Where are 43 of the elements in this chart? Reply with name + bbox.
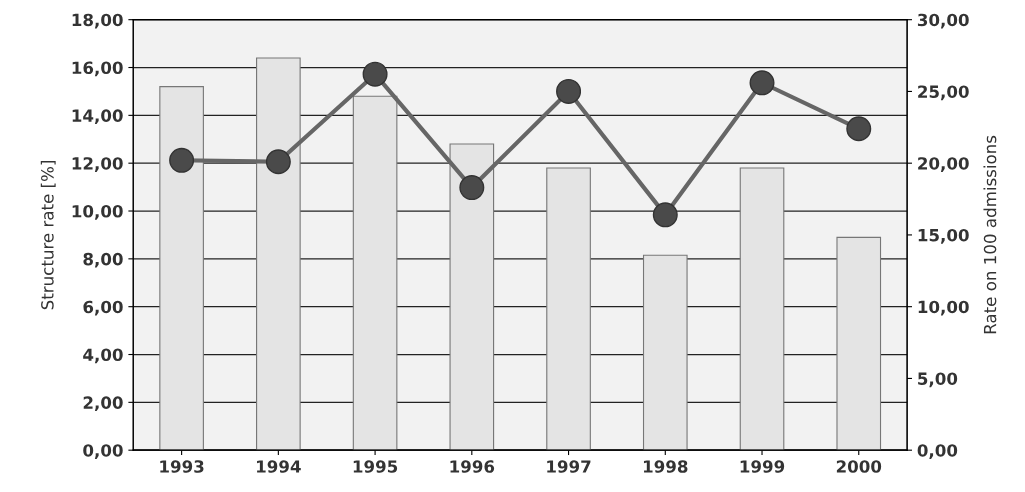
y2-axis-title: Rate on 100 admissions	[983, 135, 997, 334]
y2-tick-label: 5,00	[918, 372, 958, 388]
bar	[449, 143, 495, 451]
bar	[642, 254, 688, 451]
y-tick-label: 12,00	[72, 157, 123, 172]
y2-tick-label: 0,00	[917, 444, 958, 459]
y-tick-label: 18,00	[72, 13, 123, 29]
y2-tick-label: 15,00	[918, 228, 969, 244]
x-tick-label: 1997	[547, 460, 591, 473]
x-tick-label: 1994	[257, 460, 301, 473]
y-tick-label: 0,00	[83, 444, 123, 459]
y-tick-label: 16,00	[72, 61, 123, 77]
x-tick-label: 1996	[450, 460, 495, 473]
y-tick-label: 4,00	[83, 348, 123, 364]
y-axis-title: Structure rate [%]	[40, 160, 56, 310]
point	[362, 61, 388, 87]
y2-tick-label: 30,00	[917, 13, 969, 29]
bar	[352, 95, 398, 451]
x-tick-label: 1995	[353, 460, 398, 473]
y-tick-label: 10,00	[72, 204, 123, 220]
x-tick-label: 1999	[740, 460, 785, 473]
point	[846, 116, 872, 142]
x-tick-label: 1998	[643, 460, 688, 473]
y-tick-label: 14,00	[72, 109, 123, 125]
x-tick-label: 1993	[160, 460, 204, 473]
y2-tick-label: 25,00	[918, 85, 969, 101]
bar	[739, 167, 785, 451]
y-tick-label: 6,00	[83, 300, 123, 316]
x-tick-label: 2000	[836, 460, 882, 473]
y-tick-label: 2,00	[83, 396, 123, 412]
point	[459, 175, 485, 201]
bar	[159, 86, 204, 451]
point	[652, 202, 678, 228]
bar	[256, 57, 301, 451]
y2-tick-label: 10,00	[918, 300, 969, 316]
point	[265, 149, 291, 175]
bar	[836, 236, 882, 451]
bar	[546, 167, 591, 451]
point	[749, 70, 775, 96]
y-tick-label: 8,00	[83, 252, 123, 268]
point	[169, 147, 195, 173]
y2-tick-label: 20,00	[918, 157, 969, 172]
point	[556, 78, 582, 104]
